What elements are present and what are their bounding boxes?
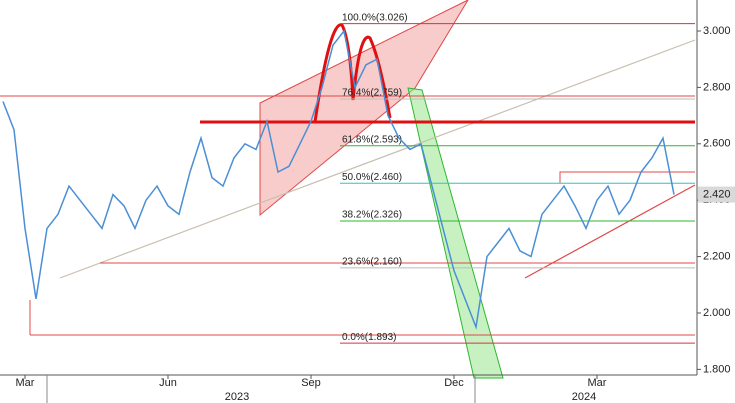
- y-tick-label: 2.000: [703, 307, 731, 319]
- y-tick-label: 2.200: [703, 250, 731, 262]
- y-tick-label: 3.000: [703, 25, 731, 37]
- fib-label: 23.6%(2.160): [342, 256, 402, 267]
- range-box: [559, 171, 695, 183]
- fib-label: 38.2%(2.326): [342, 210, 402, 221]
- trend-line: [59, 39, 696, 279]
- double-top: [313, 23, 392, 123]
- x-tick-label: Sep: [301, 377, 321, 389]
- support-trend-line: [524, 184, 696, 279]
- plot: 100.0%(3.026) 76.4%(2.759) 61.8%(2.593) 50.…: [2, 12, 695, 344]
- y-tick-label: 2.800: [703, 81, 731, 93]
- fib-label: 76.4%(2.759): [342, 88, 402, 99]
- rising-channel: [259, 0, 469, 217]
- fib-label: 50.0%(2.460): [342, 172, 402, 183]
- year-label: 2023: [225, 391, 249, 403]
- y-tick-label: 2.600: [703, 138, 731, 150]
- x-tick-label: Mar: [588, 377, 607, 389]
- year-label: 2024: [572, 391, 596, 403]
- fib-label: 0.0%(1.893): [342, 332, 396, 343]
- x-tick-label: Jun: [159, 377, 177, 389]
- price-line: [2, 29, 675, 330]
- last-price-box: [698, 186, 735, 203]
- last-price-label: 2.420: [703, 188, 731, 200]
- y-tick-label: 1.800: [703, 363, 731, 375]
- fib-label: 61.8%(2.593): [342, 134, 402, 145]
- fib-label: 100.0%(3.026): [342, 12, 408, 23]
- x-tick-label: Dec: [444, 377, 464, 389]
- x-tick-label: Mar: [16, 377, 35, 389]
